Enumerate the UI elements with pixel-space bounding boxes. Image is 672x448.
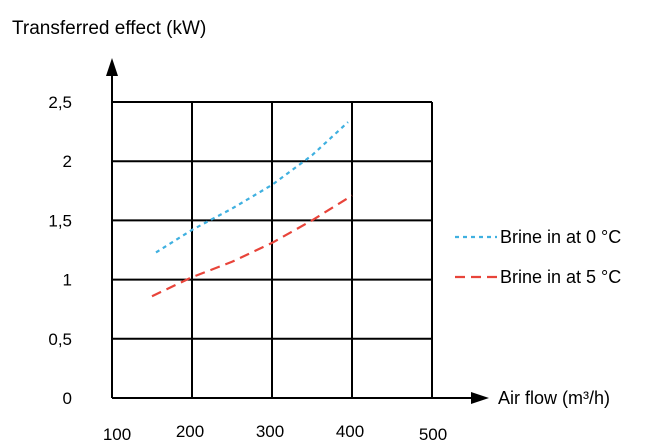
axes [106, 58, 489, 404]
series-lines [151, 121, 353, 298]
x-axis-arrow [471, 392, 489, 404]
x-tick-label: 200 [176, 422, 204, 441]
y-tick-label: 2 [63, 152, 72, 171]
x-tick-label: 500 [419, 425, 447, 444]
grid [112, 101, 433, 398]
y-tick-label: 2,5 [48, 93, 72, 112]
y-tick-label: 1,5 [48, 211, 72, 230]
legend: Brine in at 0 °C Brine in at 5 °C [455, 227, 621, 287]
y-axis-arrow [106, 58, 118, 76]
x-tick-label: 100 [103, 425, 131, 444]
y-axis-title: Transferred effect (kW) [12, 18, 207, 39]
series-line-2 [151, 194, 353, 298]
x-tick-label: 400 [336, 422, 364, 441]
series-line-1 [155, 121, 349, 254]
x-tick-label: 300 [256, 422, 284, 441]
x-tick-labels: 100 200 300 400 500 [103, 422, 447, 444]
legend-label-1: Brine in at 0 °C [500, 227, 621, 247]
y-tick-label: 0,5 [48, 330, 72, 349]
y-tick-label: 1 [63, 271, 72, 290]
x-axis-title: Air flow (m³/h) [498, 388, 610, 408]
y-tick-labels: 0 0,5 1 1,5 2 2,5 [48, 93, 72, 408]
y-tick-label: 0 [63, 389, 72, 408]
legend-label-2: Brine in at 5 °C [500, 267, 621, 287]
